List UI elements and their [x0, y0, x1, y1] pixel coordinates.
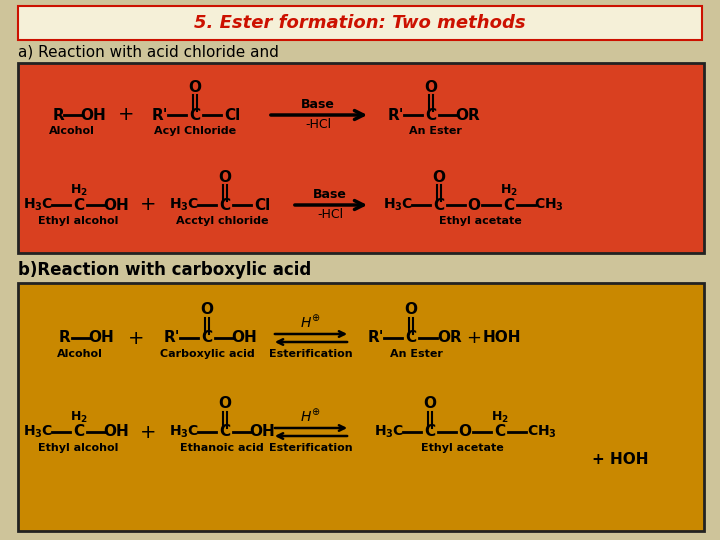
Text: O: O [189, 79, 202, 94]
Text: O: O [405, 302, 418, 318]
Text: Esterification: Esterification [269, 443, 353, 453]
Text: OH: OH [249, 424, 275, 440]
Text: C: C [220, 424, 230, 440]
Text: C: C [424, 424, 436, 440]
Text: Acyl Chloride: Acyl Chloride [154, 126, 236, 136]
Text: $\mathbf{H_3C}$: $\mathbf{H_3C}$ [383, 197, 413, 213]
Text: Alcohol: Alcohol [57, 349, 103, 359]
Text: C: C [73, 424, 84, 440]
Text: b)Reaction with carboxylic acid: b)Reaction with carboxylic acid [18, 261, 311, 279]
Text: O: O [218, 170, 232, 185]
Text: OH: OH [88, 330, 114, 346]
Text: HOH: HOH [482, 330, 521, 346]
Text: C: C [495, 424, 505, 440]
Text: -HCl: -HCl [317, 208, 343, 221]
Text: C: C [405, 330, 417, 346]
Text: OH: OH [231, 330, 257, 346]
Text: $\mathbf{H_2}$: $\mathbf{H_2}$ [70, 409, 88, 424]
Text: O: O [433, 170, 446, 185]
Text: Acctyl chloride: Acctyl chloride [176, 216, 269, 226]
Text: Cl: Cl [254, 198, 270, 213]
Text: +: + [140, 195, 156, 214]
Text: Ethyl acetate: Ethyl acetate [420, 443, 503, 453]
Text: $H^{\oplus}$: $H^{\oplus}$ [300, 314, 320, 330]
Text: C: C [73, 198, 84, 213]
Text: + HOH: + HOH [592, 453, 648, 468]
Text: $\mathbf{H_2}$: $\mathbf{H_2}$ [500, 183, 518, 198]
Text: $\mathbf{H_3C}$: $\mathbf{H_3C}$ [169, 424, 199, 440]
Text: C: C [503, 198, 515, 213]
FancyBboxPatch shape [18, 283, 704, 531]
Text: $\mathbf{H_3C}$: $\mathbf{H_3C}$ [23, 424, 53, 440]
Text: Ethanoic acid: Ethanoic acid [180, 443, 264, 453]
Text: An Ester: An Ester [408, 126, 462, 136]
Text: a) Reaction with acid chloride and: a) Reaction with acid chloride and [18, 44, 279, 59]
Text: R': R' [163, 330, 180, 346]
Text: Ethyl alcohol: Ethyl alcohol [38, 216, 118, 226]
FancyBboxPatch shape [18, 63, 704, 253]
Text: Carboxylic acid: Carboxylic acid [160, 349, 254, 359]
Text: R': R' [152, 107, 168, 123]
Text: An Ester: An Ester [390, 349, 442, 359]
Text: O: O [218, 396, 232, 411]
Text: OH: OH [103, 424, 129, 440]
Text: -HCl: -HCl [305, 118, 331, 132]
Text: C: C [433, 198, 444, 213]
Text: OR: OR [456, 107, 480, 123]
Text: 5. Ester formation: Two methods: 5. Ester formation: Two methods [194, 14, 526, 32]
Text: Base: Base [313, 187, 347, 200]
Text: O: O [200, 302, 214, 318]
Text: $\mathbf{CH_3}$: $\mathbf{CH_3}$ [534, 197, 564, 213]
Text: R: R [59, 330, 71, 346]
Text: $\mathbf{CH_3}$: $\mathbf{CH_3}$ [527, 424, 557, 440]
Text: C: C [189, 107, 201, 123]
Text: $\mathbf{H_2}$: $\mathbf{H_2}$ [70, 183, 88, 198]
Text: $H^{\oplus}$: $H^{\oplus}$ [300, 408, 320, 424]
Text: C: C [202, 330, 212, 346]
Text: $\mathbf{H_2}$: $\mathbf{H_2}$ [491, 409, 509, 424]
Text: $\mathbf{H_3C}$: $\mathbf{H_3C}$ [23, 197, 53, 213]
Text: +: + [118, 105, 134, 125]
Text: Ethyl alcohol: Ethyl alcohol [38, 443, 118, 453]
Text: $\mathbf{H_3C}$: $\mathbf{H_3C}$ [169, 197, 199, 213]
Text: +: + [467, 329, 482, 347]
Text: R': R' [388, 107, 404, 123]
Text: Alcohol: Alcohol [49, 126, 95, 136]
Text: Base: Base [301, 98, 335, 111]
Text: C: C [426, 107, 436, 123]
Text: Cl: Cl [224, 107, 240, 123]
Text: O: O [467, 198, 480, 213]
Text: OH: OH [103, 198, 129, 213]
Text: O: O [425, 79, 438, 94]
Text: O: O [423, 396, 436, 411]
FancyBboxPatch shape [18, 6, 702, 40]
Text: OR: OR [438, 330, 462, 346]
Text: R: R [52, 107, 64, 123]
Text: Esterification: Esterification [269, 349, 353, 359]
Text: $\mathbf{H_3C}$: $\mathbf{H_3C}$ [374, 424, 404, 440]
Text: Ethyl acetate: Ethyl acetate [438, 216, 521, 226]
Text: C: C [220, 198, 230, 213]
Text: +: + [127, 328, 144, 348]
Text: O: O [459, 424, 472, 440]
Text: R': R' [368, 330, 384, 346]
Text: +: + [140, 422, 156, 442]
Text: OH: OH [80, 107, 106, 123]
